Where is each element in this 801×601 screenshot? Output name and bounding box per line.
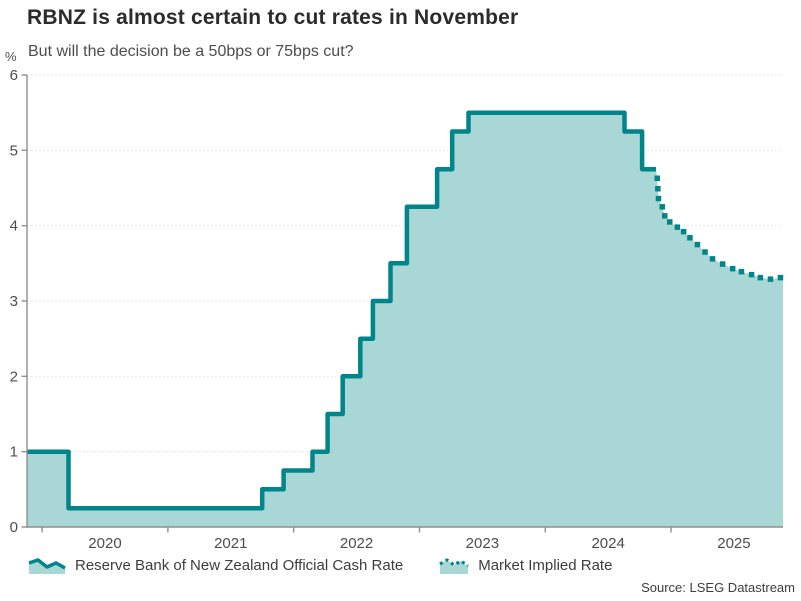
implied-dot-1	[655, 186, 661, 192]
legend: Reserve Bank of New Zealand Official Cas…	[28, 557, 612, 574]
market-implied-legend-label: Market Implied Rate	[478, 557, 613, 574]
y-tick-label-4: 4	[10, 218, 18, 235]
implied-dot-3	[659, 204, 665, 210]
area-fill	[27, 112, 783, 527]
implied-dot-16	[757, 274, 764, 281]
axes	[21, 74, 783, 533]
rate-area-fill	[27, 112, 783, 527]
implied-dot-12	[719, 261, 726, 267]
cash-rate-legend-label: Reserve Bank of New Zealand Official Cas…	[75, 557, 404, 574]
y-tick-label-1: 1	[10, 444, 18, 461]
market-implied-dots	[654, 175, 784, 282]
y-tick-label-2: 2	[10, 368, 18, 385]
implied-dot-4	[662, 213, 668, 219]
implied-dot-14	[738, 268, 745, 275]
x-tick-label-2024: 2024	[591, 535, 624, 552]
y-tick-label-3: 3	[10, 293, 18, 310]
implied-dot-10	[702, 249, 708, 255]
implied-dot-17	[767, 276, 774, 282]
x-tick-labels: 2020 2021 2022 2023 2024 2025	[88, 535, 750, 552]
implied-dot-15	[748, 271, 755, 278]
implied-dot-6	[674, 224, 681, 230]
legend-item-market-implied: Market Implied Rate	[439, 557, 612, 574]
x-tick-label-2021: 2021	[214, 535, 247, 552]
x-tick-label-2020: 2020	[88, 535, 121, 552]
implied-dot-9	[694, 241, 701, 248]
x-tick-label-2025: 2025	[717, 535, 750, 552]
cash-rate-legend-swatch	[28, 558, 66, 574]
cash-rate-step-line	[27, 110, 656, 511]
chart-title: RBNZ is almost certain to cut rates in N…	[27, 6, 519, 29]
x-tick-label-2023: 2023	[466, 535, 499, 552]
y-tick-labels: 0 1 2 3 4 5 6	[10, 67, 18, 536]
y-tick-label-0: 0	[10, 519, 18, 536]
legend-item-cash-rate: Reserve Bank of New Zealand Official Cas…	[28, 557, 403, 574]
y-tick-label-5: 5	[10, 142, 18, 159]
market-implied-legend-swatch	[439, 558, 470, 574]
implied-dot-2	[655, 195, 662, 202]
implied-dot-0	[654, 175, 660, 181]
implied-dot-7	[680, 228, 687, 235]
implied-dot-11	[709, 256, 716, 262]
x-tick-label-2022: 2022	[340, 535, 373, 552]
cash-rate-line	[27, 110, 656, 511]
source-credit: Source: LSEG Datastream	[641, 580, 795, 595]
y-tick-label-6: 6	[10, 67, 18, 84]
implied-dot-18	[777, 274, 784, 281]
plot-area: 2020 2021 2022 2023 2024 2025 0 1 2 3 4 5 6	[10, 67, 784, 552]
implied-dot-13	[729, 265, 736, 272]
implied-dot-8	[687, 235, 693, 241]
y-axis-unit-label: %	[5, 49, 17, 64]
chart-subtitle: But will the decision be a 50bps or 75bp…	[28, 43, 354, 60]
implied-dot-5	[667, 219, 673, 225]
